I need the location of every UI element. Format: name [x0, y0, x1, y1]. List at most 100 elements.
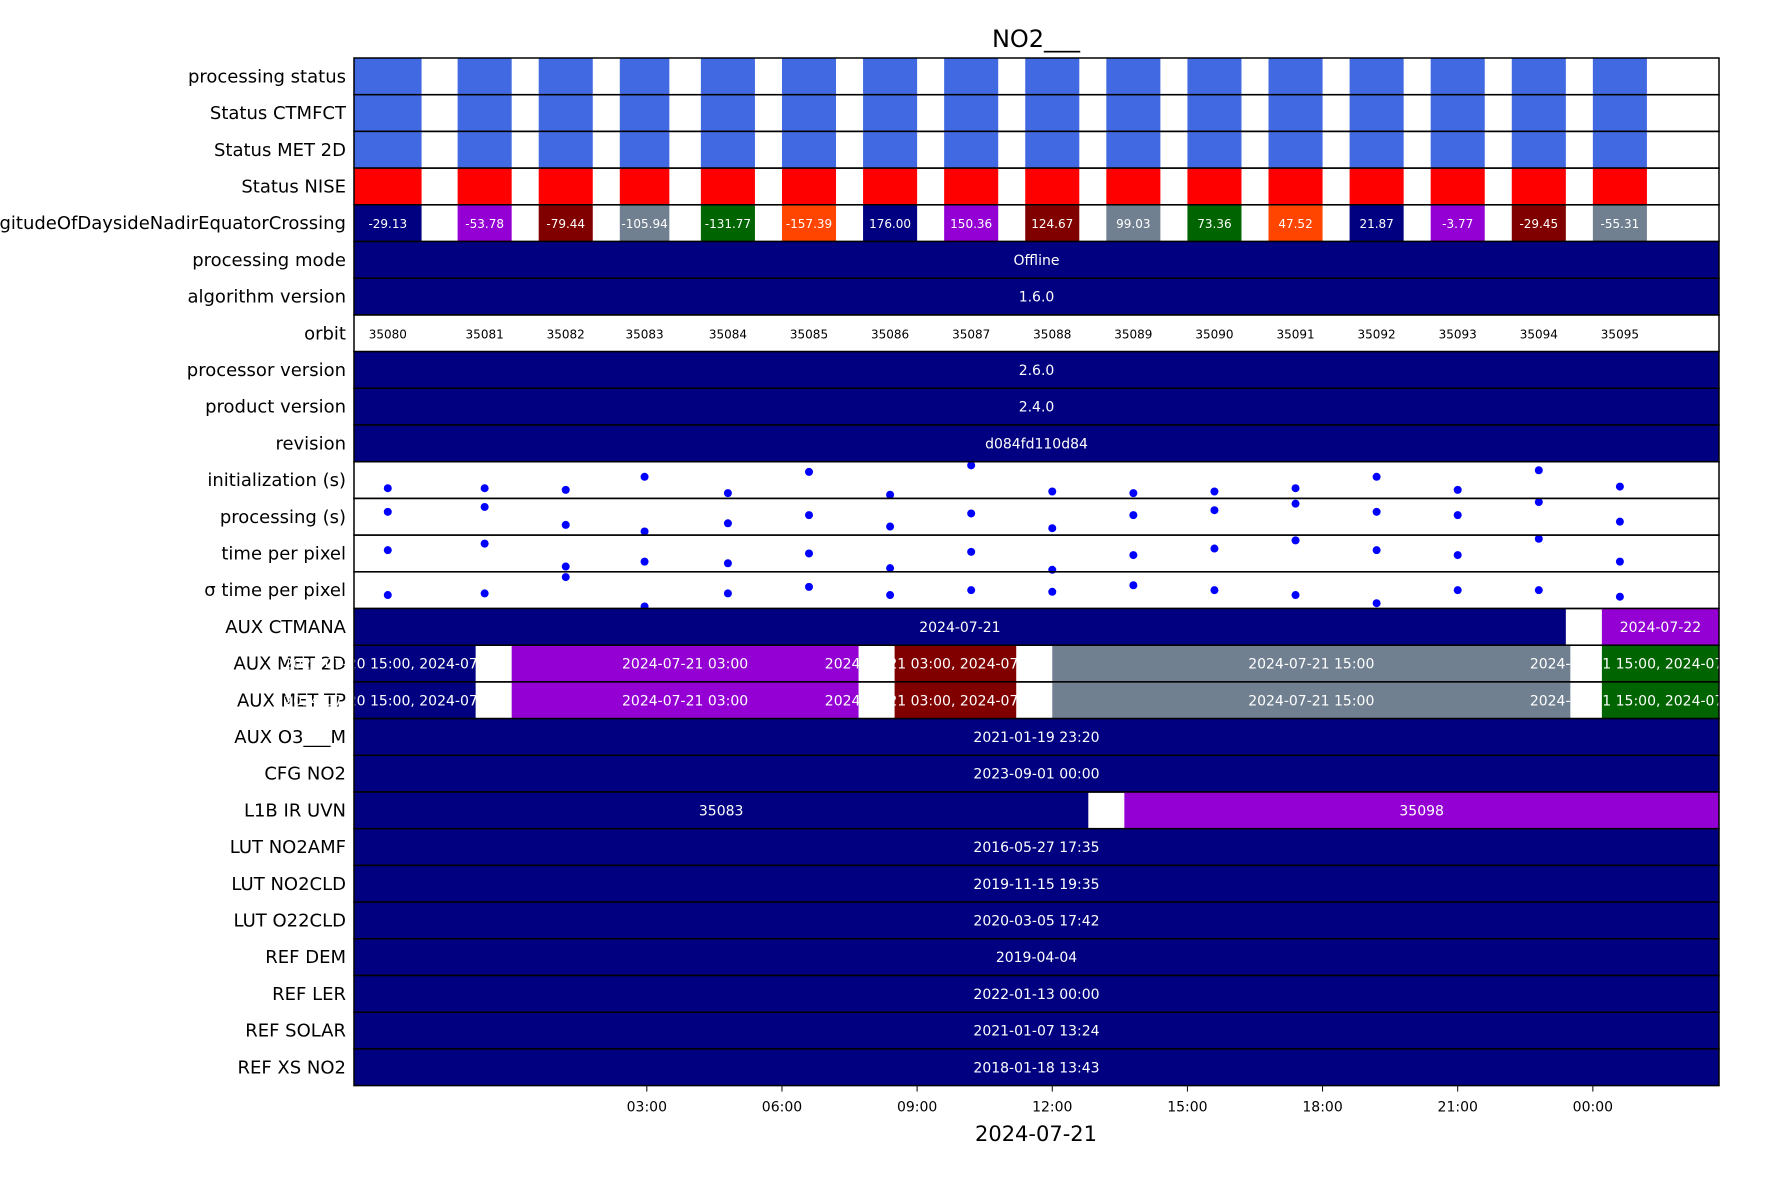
dot-point: [1453, 586, 1462, 595]
segment-label: 2021-01-19 23:20: [973, 730, 1099, 746]
status-block: [538, 94, 593, 132]
row-label: orbit: [304, 323, 346, 344]
x-tick-label: 18:00: [1302, 1100, 1342, 1116]
row-label: REF SOLAR: [245, 1021, 346, 1042]
status-block: [1025, 58, 1080, 95]
status-block: [781, 58, 837, 95]
span-segment: [1601, 681, 1719, 719]
row-label: revision: [275, 433, 346, 454]
span-segment: [894, 645, 1017, 682]
dot-point: [640, 472, 649, 481]
lon-value: -53.78: [465, 217, 504, 231]
dot-point: [383, 484, 392, 493]
lon-value: -55.31: [1601, 217, 1640, 231]
row-18: AUX O3___M 2021-01-19 23:20: [234, 717, 1720, 757]
status-block: [781, 168, 837, 205]
status-block: [863, 168, 918, 205]
status-block: [354, 58, 422, 95]
span-segment: [354, 865, 1719, 903]
status-block: [354, 131, 422, 169]
row-8: processor version 2.6.0: [187, 350, 1720, 390]
dot-point: [1534, 586, 1543, 595]
x-tick-label: 09:00: [897, 1100, 937, 1116]
span-segment: [894, 681, 1017, 719]
segment-label: 2024-07-21 15:00: [1248, 693, 1374, 709]
segment-label: d084fd110d84: [985, 436, 1088, 452]
orbit-number: 35090: [1195, 327, 1233, 341]
dot-point: [1129, 489, 1138, 498]
row-3: Status NISE: [241, 167, 1720, 206]
dot-point: [886, 490, 895, 499]
span-segment: [354, 278, 1719, 315]
row-label: REF XS NO2: [237, 1057, 346, 1078]
status-block: [1511, 131, 1566, 169]
span-segment: [354, 975, 1719, 1013]
status-block: [1592, 58, 1647, 95]
segment-label: 2.6.0: [1019, 363, 1055, 379]
row-label: processing mode: [192, 250, 346, 271]
status-block: [619, 168, 670, 205]
dot-point: [1534, 466, 1543, 475]
lon-value: 99.03: [1116, 217, 1150, 231]
status-block: [1511, 168, 1566, 205]
row-label: σ time per pixel: [204, 580, 346, 601]
row-label: LongitudeOfDaysideNadirEquatorCrossing: [0, 213, 346, 234]
row-1: Status CTMFCT: [210, 93, 1720, 133]
dot-point: [561, 485, 570, 494]
orbit-number: 35092: [1358, 327, 1396, 341]
dot-point: [1453, 511, 1462, 520]
dot-point: [1210, 544, 1219, 553]
row-4: LongitudeOfDaysideNadirEquatorCrossing -2…: [0, 204, 1720, 243]
status-block: [863, 58, 918, 95]
span-segment: [354, 425, 1719, 462]
row-label: REF LER: [272, 984, 346, 1005]
lon-value: -131.77: [705, 217, 751, 231]
lon-block: [1187, 204, 1242, 242]
dot-point: [1453, 485, 1462, 494]
status-block: [1025, 168, 1080, 205]
dot-point: [1291, 484, 1300, 493]
lon-block: [1511, 204, 1566, 242]
dot-point: [1534, 498, 1543, 507]
status-block: [538, 58, 593, 95]
x-axis-label: 2024-07-21: [975, 1122, 1097, 1146]
dot-point: [1210, 506, 1219, 515]
status-block: [1187, 94, 1242, 132]
lon-value: -3.77: [1442, 217, 1473, 231]
dot-point: [967, 547, 976, 556]
status-block: [863, 131, 918, 169]
status-block: [619, 131, 670, 169]
status-block: [700, 168, 755, 205]
status-block: [1430, 131, 1485, 169]
status-block: [1511, 94, 1566, 132]
dot-point: [1129, 581, 1138, 590]
dot-point: [1291, 591, 1300, 600]
status-block: [944, 58, 999, 95]
status-block: [457, 168, 512, 205]
dot-point: [1048, 487, 1057, 496]
status-block: [1268, 168, 1323, 205]
status-block: [1106, 58, 1161, 95]
x-tick-label: 12:00: [1032, 1100, 1072, 1116]
dot-point: [1372, 599, 1381, 608]
dot-point: [805, 511, 813, 520]
row-12: processing (s): [220, 497, 1720, 536]
status-block: [1268, 58, 1323, 95]
status-block: [863, 94, 918, 132]
segment-label: 2024-07-21 03:00: [622, 693, 748, 709]
span-segment: [354, 828, 1719, 866]
lon-value: -105.94: [621, 217, 667, 231]
span-segment: [354, 938, 1719, 976]
dot-point: [1048, 565, 1057, 574]
orbit-number: 35089: [1114, 327, 1152, 341]
row-label: Status NISE: [241, 176, 346, 197]
segment-label: 35098: [1399, 803, 1444, 819]
orbit-number: 35094: [1520, 327, 1558, 341]
span-segment: [354, 718, 1719, 756]
dot-point: [1129, 511, 1138, 520]
segment-label: 2024-07-20 15:00, 2024-07-21 03:00: [284, 657, 545, 673]
status-block: [1268, 131, 1323, 169]
x-tick-label: 00:00: [1573, 1100, 1613, 1116]
status-block: [1592, 131, 1647, 169]
